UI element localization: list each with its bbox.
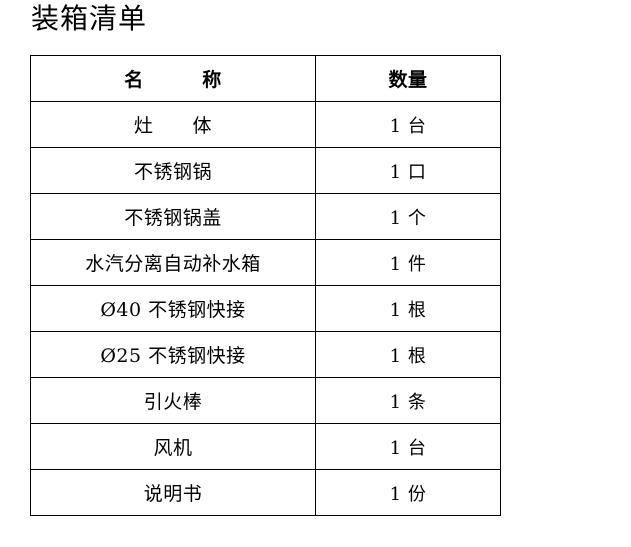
cell-item-quantity: 1 个 [315, 193, 501, 240]
cell-item-name: Ø25 不锈钢快接 [30, 331, 316, 378]
table-row: 不锈钢锅 1 口 [30, 147, 501, 194]
cell-item-quantity: 1 根 [315, 285, 501, 332]
cell-item-quantity: 1 条 [315, 377, 501, 424]
cell-item-name: 风机 [30, 423, 316, 470]
table-header: 名 称 数量 [30, 55, 501, 102]
packing-list-table: 名 称 数量 灶 体 1 台 不锈钢锅 1 口 不锈钢锅盖 1 个 水汽分离自动… [30, 55, 501, 516]
cell-item-quantity: 1 台 [315, 101, 501, 148]
table-row: 说明书 1 份 [30, 469, 501, 516]
cell-item-name: 灶 体 [30, 101, 316, 148]
table-row: 不锈钢锅盖 1 个 [30, 193, 501, 240]
cell-item-name: 不锈钢锅盖 [30, 193, 316, 240]
cell-item-name: 水汽分离自动补水箱 [30, 239, 316, 286]
table-row: 水汽分离自动补水箱 1 件 [30, 239, 501, 286]
cell-item-quantity: 1 件 [315, 239, 501, 286]
cell-item-name: 引火棒 [30, 377, 316, 424]
column-header-quantity: 数量 [315, 55, 501, 102]
table-body: 灶 体 1 台 不锈钢锅 1 口 不锈钢锅盖 1 个 水汽分离自动补水箱 1 件… [30, 101, 501, 516]
table-row: Ø25 不锈钢快接 1 根 [30, 331, 501, 378]
cell-item-quantity: 1 台 [315, 423, 501, 470]
table-header-row: 名 称 数量 [30, 55, 501, 102]
cell-item-quantity: 1 份 [315, 469, 501, 516]
cell-item-name: 说明书 [30, 469, 316, 516]
cell-item-name: Ø40 不锈钢快接 [30, 285, 316, 332]
table-row: 引火棒 1 条 [30, 377, 501, 424]
column-header-name: 名 称 [30, 55, 316, 102]
table-row: 灶 体 1 台 [30, 101, 501, 148]
cell-item-name: 不锈钢锅 [30, 147, 316, 194]
table-row: Ø40 不锈钢快接 1 根 [30, 285, 501, 332]
cell-item-quantity: 1 根 [315, 331, 501, 378]
page-title: 装箱清单 [31, 2, 148, 35]
cell-item-quantity: 1 口 [315, 147, 501, 194]
table-row: 风机 1 台 [30, 423, 501, 470]
